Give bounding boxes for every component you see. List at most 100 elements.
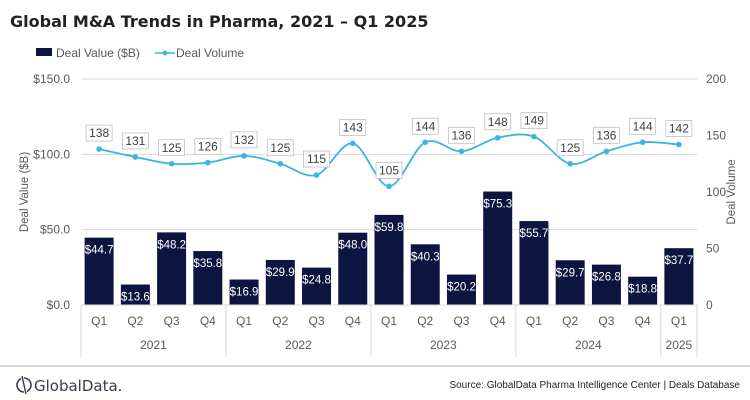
bar	[302, 267, 332, 305]
y-tick-label: $150.0	[33, 72, 70, 86]
volume-label-box	[448, 126, 475, 144]
line-point	[567, 160, 573, 167]
y-axis-title: Deal Value ($B)	[19, 152, 31, 232]
x-tick-label: Q2	[272, 314, 288, 328]
bar-data-label: $35.8	[193, 258, 222, 270]
x-tick-label: Q3	[309, 314, 325, 328]
x-tick-label: Q3	[598, 314, 614, 328]
bar	[519, 221, 549, 305]
legend-label-deal-volume: Deal Volume	[176, 46, 244, 60]
volume-label-box	[593, 126, 620, 144]
bar	[664, 248, 694, 305]
volume-label-box	[629, 117, 657, 135]
bar-data-label: $18.8	[628, 284, 657, 296]
logo-text: GlobalData.	[34, 377, 122, 395]
volume-label-box	[303, 150, 330, 168]
logo-icon	[16, 375, 32, 395]
bar-data-label: $40.3	[411, 251, 440, 263]
bar	[193, 251, 223, 305]
bar	[338, 232, 368, 305]
volume-data-label: 148	[488, 115, 508, 129]
year-group-label: 2024	[575, 338, 602, 352]
legend-label-deal-value: Deal Value ($B)	[56, 46, 140, 60]
line-point	[639, 139, 646, 146]
bar-data-label: $20.2	[447, 282, 476, 294]
year-group-label: 2025	[666, 338, 693, 352]
bar-data-label: $59.8	[375, 222, 404, 234]
volume-data-label: 142	[669, 122, 689, 136]
volume-data-label: 138	[89, 126, 109, 140]
globaldata-logo: GlobalData.	[16, 375, 122, 395]
x-tick-label: Q4	[200, 314, 216, 328]
source-note: Source: GlobalData Pharma Intelligence C…	[449, 380, 740, 391]
line-point	[349, 140, 356, 147]
legend: Deal Value ($B) Deal Volume	[36, 46, 244, 60]
volume-data-label: 144	[633, 119, 653, 133]
line-point	[96, 146, 102, 152]
bar-data-label: $75.3	[483, 199, 512, 211]
volume-data-label: 143	[343, 120, 363, 134]
bar	[483, 191, 513, 305]
bar-data-label: $16.9	[230, 287, 259, 299]
volume-data-label: 144	[415, 119, 435, 133]
x-tick-label: Q1	[236, 314, 252, 328]
bar-data-label: $55.7	[520, 228, 549, 240]
y2-axis-title: Deal Volume	[726, 159, 738, 224]
x-tick-label: Q1	[91, 314, 107, 328]
x-tick-label: Q2	[417, 314, 433, 328]
volume-label-box	[556, 139, 584, 157]
volume-label-box	[121, 132, 149, 150]
line-point	[676, 141, 682, 148]
volume-label-box	[665, 120, 693, 137]
bar-data-label: $48.0	[338, 240, 367, 252]
y-tick-label: $50.0	[40, 223, 70, 237]
bar-data-label: $26.8	[592, 272, 621, 284]
bar-data-label: $29.9	[266, 267, 295, 279]
x-tick-label: Q2	[127, 314, 143, 328]
bar-data-label: $48.2	[157, 239, 186, 251]
y-axis-left: $0.0 $50.0 $100.0 $150.0	[33, 72, 70, 312]
volume-label-box	[375, 161, 403, 179]
volume-data-label: 132	[234, 133, 254, 147]
volume-label-box	[194, 138, 222, 156]
legend-marker-deal-volume	[162, 50, 168, 56]
volume-label-box	[85, 124, 113, 142]
bar	[628, 276, 658, 305]
line-point	[277, 160, 284, 167]
volume-label-box	[266, 139, 294, 157]
volume-data-label: 115	[307, 152, 326, 166]
x-tick-label: Q4	[345, 314, 361, 328]
volume-data-label: 125	[162, 141, 182, 155]
bar-data-label: $29.7	[556, 267, 585, 279]
x-tick-label: Q4	[490, 314, 506, 328]
y2-tick-label: 200	[706, 72, 726, 86]
year-group-label: 2022	[285, 338, 312, 352]
volume-label-box	[339, 119, 367, 136]
chart-title: Global M&A Trends in Pharma, 2021 – Q1 2…	[10, 12, 428, 31]
line-point	[313, 172, 320, 178]
y-axis-right: 0 50 100 150 200	[706, 72, 726, 312]
bar	[84, 237, 114, 305]
line-point	[205, 159, 211, 166]
line-point	[494, 134, 501, 141]
year-group-label: 2023	[430, 338, 457, 352]
bar	[555, 260, 585, 305]
line-point	[422, 139, 429, 146]
x-tick-label: Q4	[635, 314, 651, 328]
y-tick-label: $0.0	[47, 298, 71, 312]
volume-label-box	[230, 131, 258, 149]
bar	[591, 264, 621, 305]
line-point	[241, 153, 247, 159]
bar-data-label: $37.7	[664, 255, 693, 267]
x-tick-label: Q1	[381, 314, 397, 328]
bar	[120, 284, 150, 305]
x-axis: Q1 Q2 Q3 Q4 Q1 Q2 Q3 Q4 Q1 Q2 Q3 Q4 Q1 Q2 Q3 Q4 Q1 2021 20…	[80, 304, 698, 357]
y2-tick-label: 150	[706, 129, 726, 143]
y2-tick-label: 0	[706, 298, 713, 312]
volume-data-label: 105	[379, 163, 399, 177]
volume-data-label: 125	[560, 141, 580, 155]
line-point	[458, 148, 465, 155]
bar-series: $44.7 $13.6 $48.2 $35.8 $16.9 $29.9 $24.8 $48.0…	[84, 191, 694, 305]
bar	[446, 274, 476, 305]
